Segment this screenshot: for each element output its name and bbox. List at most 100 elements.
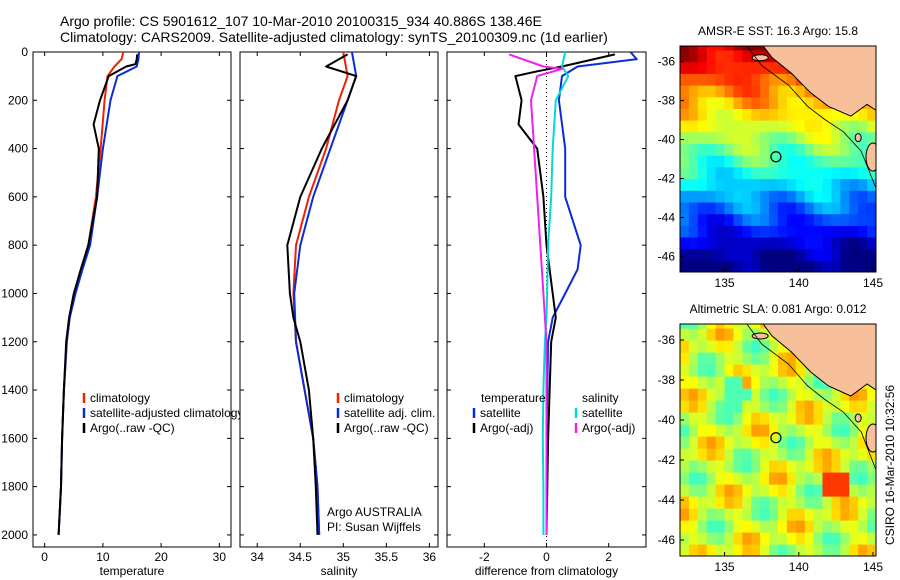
map-cell [858, 508, 868, 521]
map-cell [680, 190, 690, 203]
profile-panels: 0 10 20 30020040060080010001200140016001800… [1, 45, 647, 578]
map-cell [786, 236, 797, 250]
map-cell [715, 352, 726, 365]
map-cell [876, 364, 886, 377]
map-cell [733, 225, 743, 238]
map-cell [688, 508, 699, 521]
map-cell [769, 352, 779, 365]
map-cell [769, 388, 779, 401]
map-cell [715, 236, 726, 250]
x-tick-label: 2 [605, 550, 612, 564]
map-cell [786, 190, 797, 203]
map-cell [840, 166, 850, 180]
map-cell [733, 496, 743, 509]
map-cell [813, 436, 824, 449]
map-cell [831, 178, 841, 191]
map-cell [831, 248, 841, 261]
map-cell [795, 544, 806, 556]
legend-title-salinity: salinity [582, 391, 619, 405]
map-cell [831, 201, 841, 215]
x-axis-label: salinity [321, 564, 358, 578]
timestamp-stamp: CSIRO 16-Mar-2010 10:32:56 [883, 384, 897, 545]
map-cell [724, 190, 734, 203]
map-cell [813, 400, 824, 413]
map-cell [769, 143, 779, 156]
map-cell [786, 131, 797, 144]
map-cell [822, 436, 832, 449]
map-cell [795, 400, 806, 413]
map-cell [867, 532, 876, 545]
map-cell [751, 376, 761, 389]
map-cell [706, 388, 717, 401]
map-cell [849, 248, 859, 261]
argo-position-marker [770, 432, 782, 444]
map-cell [733, 472, 743, 485]
map-cell [680, 496, 690, 509]
map-cell [822, 248, 832, 261]
map-cell [778, 248, 788, 261]
map-cell [680, 166, 690, 180]
map-cell [804, 120, 815, 133]
map-cell [822, 520, 832, 533]
map-cell [840, 412, 850, 425]
map-cell [742, 376, 752, 389]
map-cell [858, 520, 868, 533]
map-cell [751, 424, 761, 437]
map-cell [724, 448, 734, 461]
map-cell [769, 201, 779, 215]
map-cell [742, 328, 752, 341]
map-cell [680, 46, 690, 51]
map-cell [680, 376, 690, 389]
map-cell [680, 532, 690, 545]
map-cell [795, 436, 806, 449]
map-cell [680, 108, 690, 121]
map-cell [697, 448, 708, 461]
map-cell [795, 96, 806, 109]
map-cell [733, 190, 743, 203]
map-cell [813, 131, 824, 144]
map-cell [751, 532, 761, 545]
map-cell [849, 544, 859, 556]
map-cell [688, 108, 699, 121]
map-cell [751, 248, 761, 261]
figure-title-line2: Climatology: CARS2009. Satellite-adjuste… [60, 29, 608, 45]
y-tick-label: 600 [8, 190, 28, 204]
map-cell [760, 508, 770, 521]
map-cell [840, 131, 850, 144]
map-cell [733, 85, 743, 98]
map-cell [769, 213, 779, 226]
map-cell [778, 166, 788, 180]
annotation-argo-australia: Argo AUSTRALIA [327, 505, 422, 519]
map-cell [706, 46, 717, 51]
map-cell [697, 324, 708, 329]
map-cell [795, 108, 806, 121]
map-cell [742, 472, 752, 485]
map-cell [795, 520, 806, 533]
map-cell [804, 376, 815, 389]
map-cell [876, 190, 886, 202]
map-cell [688, 412, 699, 425]
map-cell [715, 213, 726, 226]
map-cell [795, 143, 806, 156]
map-cell [715, 460, 726, 473]
map-cell [876, 544, 886, 557]
map-cell [858, 496, 868, 509]
map-cell [804, 472, 815, 485]
map-cell [715, 424, 726, 437]
map-cell [822, 508, 832, 521]
map-cell [760, 496, 770, 509]
map-cell [840, 520, 850, 533]
map-cell [840, 260, 850, 272]
map-cell [778, 201, 788, 215]
map-cell [822, 424, 832, 437]
map-cell [876, 108, 886, 120]
x-tick-label: 145 [863, 276, 883, 290]
map-cell [680, 520, 690, 533]
map-cell [724, 73, 734, 86]
map-cell [742, 436, 752, 449]
map-cell [769, 496, 779, 509]
map-cell [715, 120, 726, 133]
map-cell [786, 155, 797, 168]
map-cell [876, 225, 886, 237]
map-cell [813, 376, 824, 389]
